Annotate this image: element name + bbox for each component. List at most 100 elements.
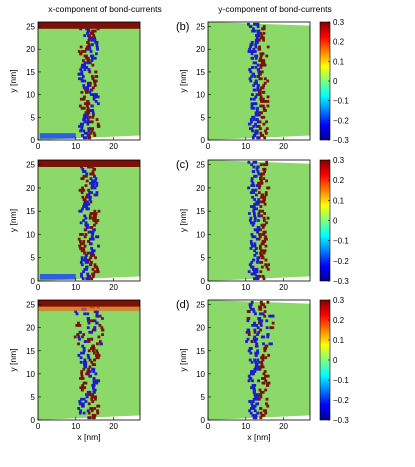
heatmap-cell <box>254 43 258 47</box>
heatmap-cell <box>265 319 269 323</box>
heatmap-cell <box>254 360 258 364</box>
heatmap-cell <box>96 342 99 346</box>
heatmap-cell <box>87 111 91 115</box>
heatmap-cell <box>259 72 262 76</box>
heatmap-cell <box>89 242 93 246</box>
heatmap-cell <box>265 127 269 131</box>
heatmap-cell <box>82 349 86 353</box>
heatmap-cell <box>84 65 88 69</box>
heatmap-cell <box>84 221 88 225</box>
heatmap-cell <box>78 124 81 128</box>
heatmap-cell <box>257 124 261 128</box>
heatmap-cell <box>247 50 251 53</box>
y-tick-label: 25 <box>196 23 205 32</box>
heatmap-cell <box>91 115 95 119</box>
heatmap-cell <box>79 330 82 334</box>
heatmap-cell <box>261 52 265 56</box>
heatmap-cell <box>271 321 275 325</box>
heatmap-cell <box>249 191 253 194</box>
heatmap-cell <box>79 377 82 380</box>
heatmap-cell <box>91 109 95 112</box>
heatmap-cell <box>90 277 94 281</box>
heatmap-cell <box>254 61 258 65</box>
heatmap-cell <box>259 31 262 35</box>
heatmap-cell <box>79 409 82 413</box>
heatmap-cell <box>251 265 255 269</box>
y-axis-label: y [nm] <box>8 69 18 92</box>
heatmap-cell <box>89 254 93 257</box>
heatmap-cell <box>92 344 95 348</box>
heatmap-cell <box>259 95 263 99</box>
heatmap-cell <box>91 212 95 215</box>
heatmap-cell <box>79 129 82 133</box>
heatmap-cell <box>256 63 260 67</box>
heatmap-cell <box>91 249 94 253</box>
heatmap-cell <box>80 106 84 110</box>
heatmap-cell <box>254 45 258 49</box>
heatmap-cell <box>262 115 266 119</box>
heatmap-cell <box>266 300 270 304</box>
heatmap-cell <box>256 349 260 353</box>
heatmap-cell <box>80 77 84 81</box>
heatmap-cell <box>261 256 265 260</box>
heatmap-cell <box>83 54 87 58</box>
heatmap-cell <box>94 212 98 215</box>
heatmap-cell <box>257 198 261 201</box>
heatmap-cell <box>80 351 83 355</box>
heatmap-cell <box>93 407 97 410</box>
heatmap-cell <box>80 274 83 278</box>
heatmap-cell <box>95 356 99 360</box>
heatmap-cell <box>96 219 100 222</box>
heatmap-cell <box>93 223 96 227</box>
heatmap-cell <box>77 335 81 339</box>
heatmap-cell <box>84 136 88 140</box>
heatmap-cell <box>96 351 100 355</box>
heatmap-cell <box>248 212 251 215</box>
heatmap-cell <box>258 305 261 309</box>
heatmap-cell <box>255 337 258 341</box>
edge-current-top-inner <box>38 306 140 312</box>
heatmap-cell <box>98 314 102 318</box>
heatmap-cell <box>91 36 95 40</box>
heatmap-cell <box>248 68 252 72</box>
heatmap-cell <box>92 351 96 355</box>
heatmap-cell <box>266 79 270 83</box>
heatmap-cell <box>83 363 86 367</box>
heatmap-cell <box>247 186 250 190</box>
heatmap-cell <box>86 61 90 65</box>
y-tick-label: 10 <box>26 370 35 379</box>
heatmap-cell <box>267 381 271 385</box>
heatmap-cell <box>88 198 92 201</box>
heatmap-cell <box>259 104 263 108</box>
heatmap-cell <box>83 102 87 106</box>
heatmap-cell <box>252 84 256 87</box>
edge-current-bottom <box>39 133 76 139</box>
heatmap-cell <box>249 45 252 49</box>
heatmap-cell <box>246 310 250 313</box>
heatmap-cell <box>87 134 91 137</box>
colorbar-tick-label: 0.3 <box>333 156 345 165</box>
heatmap-cell <box>258 244 262 248</box>
x-tick-label: 20 <box>279 283 288 292</box>
heatmap-cell <box>87 258 91 262</box>
heatmap-cell <box>260 86 263 90</box>
heatmap-cell <box>265 265 269 269</box>
heatmap-cell <box>258 233 262 236</box>
heatmap-cell <box>94 75 98 78</box>
heatmap-cell <box>256 393 259 397</box>
heatmap-cell <box>248 263 252 267</box>
heatmap-cell <box>86 109 90 112</box>
heatmap-cell <box>262 372 266 376</box>
heatmap-cell <box>258 59 262 62</box>
heatmap-cell <box>255 200 259 204</box>
heatmap-cell <box>259 270 263 274</box>
y-tick-label: 0 <box>31 277 36 286</box>
heatmap-cell <box>81 344 85 348</box>
heatmap-cell <box>95 265 99 269</box>
heatmap-cell <box>101 328 105 332</box>
heatmap-cell <box>247 374 251 378</box>
heatmap-cell <box>249 70 253 74</box>
heatmap-cell <box>77 72 81 76</box>
heatmap-cell <box>91 367 94 371</box>
heatmap-cell <box>81 186 84 190</box>
